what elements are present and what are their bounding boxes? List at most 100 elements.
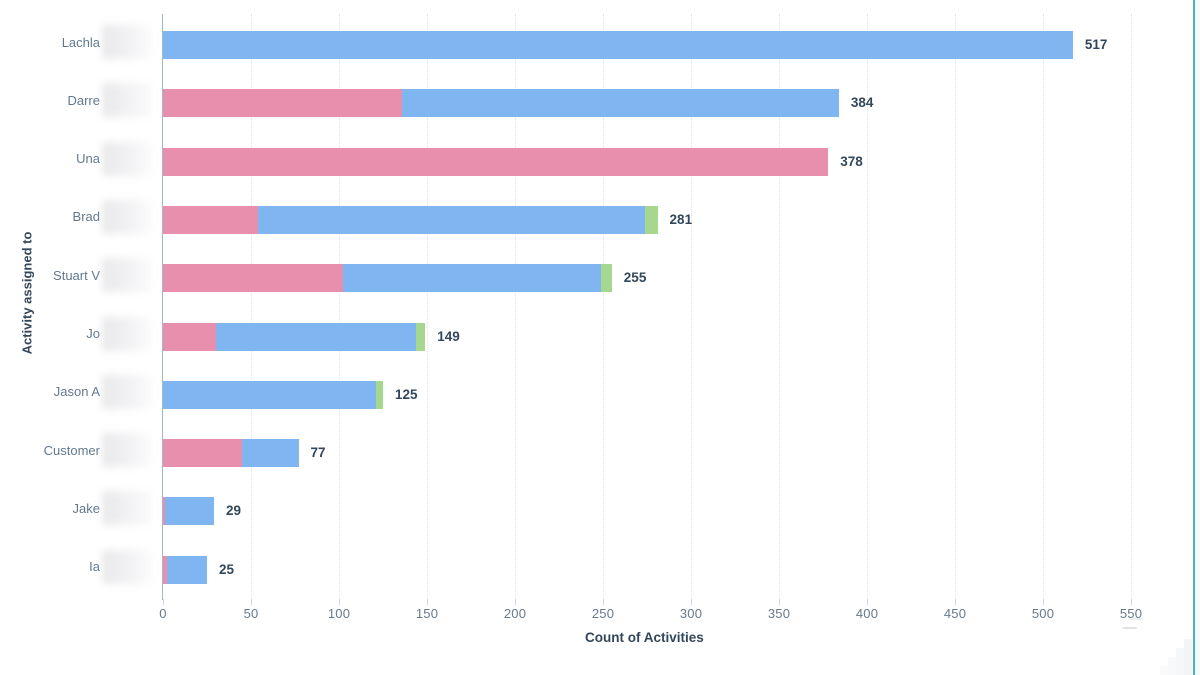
bar-row-lachla bbox=[163, 31, 1073, 59]
x-tick-mark bbox=[779, 599, 780, 605]
category-label: Jo bbox=[0, 316, 152, 351]
value-label: 517 bbox=[1084, 37, 1108, 52]
gridline-x-200 bbox=[515, 14, 516, 600]
x-tick-label-500: 500 bbox=[1031, 606, 1055, 621]
bar-row-stuart-v bbox=[163, 264, 612, 293]
gridline-x-450 bbox=[955, 14, 956, 600]
bar-row-customer bbox=[163, 439, 299, 468]
bar-segment-activity-type-blue[interactable] bbox=[164, 497, 215, 526]
bar-segment-activity-type-blue[interactable] bbox=[242, 439, 299, 468]
watermark-staircase-icon bbox=[1152, 639, 1196, 675]
x-tick-label-250: 250 bbox=[591, 606, 615, 621]
x-tick-label-0: 0 bbox=[159, 606, 167, 621]
gridline-x-300 bbox=[691, 14, 692, 600]
bar-segment-activity-type-blue[interactable] bbox=[258, 205, 646, 234]
value-label: 25 bbox=[219, 561, 235, 577]
x-tick-mark bbox=[251, 599, 252, 605]
y-axis-title: Activity assigned to bbox=[19, 231, 35, 355]
value-label: 384 bbox=[850, 95, 874, 111]
category-label: Jake bbox=[0, 491, 152, 526]
category-label-text: Jake bbox=[72, 500, 100, 516]
bar-segment-activity-type-blue[interactable] bbox=[342, 264, 602, 293]
category-label: Una bbox=[0, 141, 152, 176]
value-label: 125 bbox=[395, 386, 418, 402]
bar-segment-activity-type-pink[interactable] bbox=[163, 555, 167, 584]
redaction-blur bbox=[102, 374, 152, 409]
bar-segment-activity-type-pink[interactable] bbox=[163, 322, 216, 351]
x-tick-label-200: 200 bbox=[503, 606, 527, 621]
gridline-x-50 bbox=[251, 14, 252, 600]
bar-segment-activity-type-green[interactable] bbox=[375, 380, 383, 409]
redaction-blur bbox=[102, 83, 152, 118]
bar-segment-activity-type-pink[interactable] bbox=[163, 264, 343, 293]
bar-segment-activity-type-blue[interactable] bbox=[402, 89, 839, 118]
category-label-text: Lachla bbox=[61, 34, 100, 50]
bar-segment-activity-type-green[interactable] bbox=[645, 205, 658, 234]
bar-segment-activity-type-green[interactable] bbox=[416, 322, 426, 351]
x-tick-mark bbox=[867, 599, 868, 605]
x-tick-label-450: 450 bbox=[943, 606, 967, 621]
x-tick-label-50: 50 bbox=[243, 606, 259, 621]
bar-segment-activity-type-pink[interactable] bbox=[163, 205, 259, 234]
bar-row-brad bbox=[163, 205, 658, 234]
category-label: Lachla bbox=[0, 25, 152, 59]
gridline-x-250 bbox=[603, 14, 604, 600]
bar-segment-activity-type-pink[interactable] bbox=[163, 147, 829, 176]
x-tick-label-350: 350 bbox=[767, 606, 791, 621]
x-tick-label-300: 300 bbox=[679, 606, 703, 621]
x-tick-label-100: 100 bbox=[327, 606, 351, 621]
category-label: Brad bbox=[0, 199, 152, 234]
bar-segment-activity-type-green[interactable] bbox=[601, 264, 612, 293]
category-label: Darre bbox=[0, 83, 152, 118]
bar-segment-activity-type-pink[interactable] bbox=[163, 439, 243, 468]
category-label-text: Brad bbox=[72, 209, 100, 225]
x-tick-mark bbox=[1131, 599, 1132, 605]
bar-row-ia bbox=[163, 555, 207, 584]
category-label-text: Ia bbox=[89, 559, 100, 575]
gridline-x-150 bbox=[427, 14, 428, 600]
category-label-text: Jo bbox=[86, 326, 100, 341]
x-tick-mark bbox=[515, 599, 516, 605]
value-label: 77 bbox=[310, 445, 326, 461]
x-tick-label-400: 400 bbox=[855, 606, 879, 621]
y-axis-line bbox=[162, 14, 163, 600]
gridline-x-550 bbox=[1131, 14, 1132, 600]
value-label: 255 bbox=[623, 270, 647, 286]
x-tick-mark bbox=[163, 599, 164, 605]
x-tick-mark bbox=[1043, 599, 1044, 605]
bar-segment-activity-type-pink[interactable] bbox=[163, 89, 403, 118]
redaction-blur bbox=[102, 258, 152, 293]
category-label: Stuart V bbox=[0, 258, 152, 293]
category-label: Ia bbox=[0, 549, 152, 584]
gridline-x-400 bbox=[867, 14, 868, 600]
window-right-edge-accent[interactable] bbox=[1193, 0, 1195, 675]
bar-segment-activity-type-blue[interactable] bbox=[215, 322, 417, 351]
category-label-text: Una bbox=[76, 151, 100, 167]
x-tick-mark bbox=[955, 599, 956, 605]
x-tick-mark bbox=[691, 599, 692, 605]
gridline-x-100 bbox=[339, 14, 340, 600]
x-tick-label-550: 550 bbox=[1119, 606, 1143, 621]
bar-segment-activity-type-blue[interactable] bbox=[163, 31, 1073, 59]
redaction-blur bbox=[102, 25, 152, 59]
x-tick-label-150: 150 bbox=[415, 606, 439, 621]
redaction-blur bbox=[102, 199, 152, 234]
redaction-blur bbox=[102, 549, 152, 584]
bar-row-jason-a bbox=[163, 380, 383, 409]
x-tick-mark bbox=[603, 599, 604, 605]
bar-row-jo bbox=[163, 322, 426, 351]
bar-segment-activity-type-pink[interactable] bbox=[163, 497, 165, 526]
redaction-blur bbox=[102, 433, 152, 468]
value-label: 281 bbox=[669, 211, 693, 227]
redaction-blur bbox=[102, 141, 152, 176]
redaction-blur bbox=[102, 491, 152, 526]
bar-segment-activity-type-blue[interactable] bbox=[166, 555, 207, 584]
category-label-text: Stuart V bbox=[53, 267, 100, 283]
category-label: Customer bbox=[0, 433, 152, 468]
bar-segment-activity-type-blue[interactable] bbox=[163, 380, 376, 409]
bar-row-una bbox=[163, 147, 829, 176]
x-axis-title: Count of Activities bbox=[585, 630, 704, 645]
x-tick-mark bbox=[427, 599, 428, 605]
category-label-text: Jason A bbox=[53, 384, 100, 400]
